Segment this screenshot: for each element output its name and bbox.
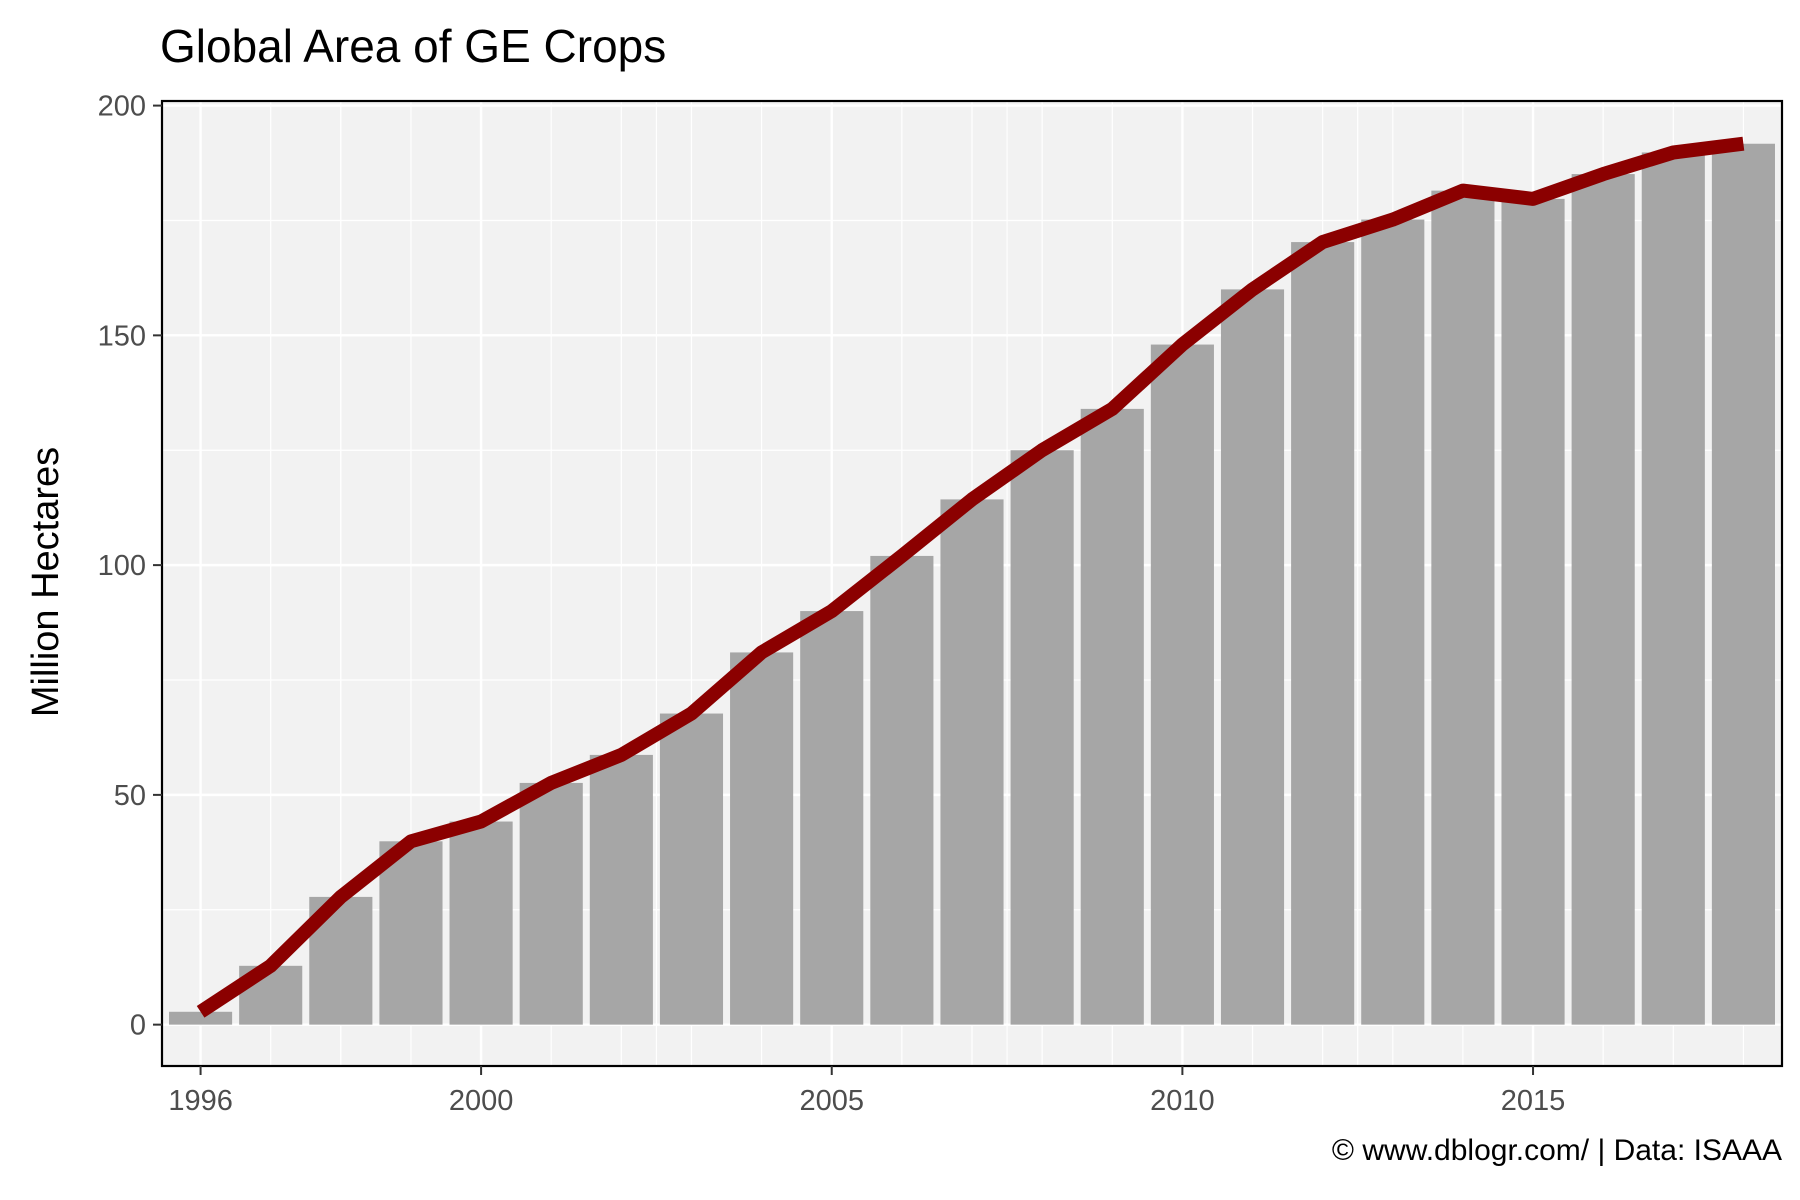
bar-2006 <box>870 555 934 1025</box>
bar-2000 <box>449 821 513 1025</box>
y-tick-label: 0 <box>130 1010 146 1042</box>
bars <box>169 143 1775 1025</box>
bar-2007 <box>940 499 1004 1025</box>
chart-title: Global Area of GE Crops <box>160 20 666 72</box>
bar-2003 <box>659 713 724 1025</box>
x-tick-label: 1996 <box>168 1085 233 1117</box>
bar-2010 <box>1150 344 1214 1025</box>
bar-2015 <box>1501 198 1565 1025</box>
y-axis-label: Million Hectares <box>25 447 67 717</box>
bar-1999 <box>379 841 443 1025</box>
y-tick-label: 150 <box>98 320 146 352</box>
y-tick-label: 200 <box>98 91 146 123</box>
bar-2002 <box>589 754 653 1025</box>
bar-2012 <box>1291 242 1355 1025</box>
bar-2013 <box>1361 219 1425 1025</box>
bar-2004 <box>730 652 794 1025</box>
y-tick-label: 50 <box>114 780 146 812</box>
x-tick-label: 2000 <box>449 1085 514 1117</box>
bar-2018 <box>1711 143 1775 1025</box>
y-tick-label: 100 <box>98 550 146 582</box>
y-axis: 0 50 100 150 200 <box>98 91 162 1042</box>
bar-2016 <box>1571 174 1635 1025</box>
trend-line <box>196 136 1745 1018</box>
x-tick-label: 2005 <box>799 1085 864 1117</box>
source-caption: © www.dblogr.com/ | Data: ISAAA <box>1332 1134 1782 1167</box>
plot-border <box>160 99 1784 1068</box>
bar-1996 <box>169 1011 233 1025</box>
bar-2017 <box>1641 152 1705 1025</box>
bar-2001 <box>519 782 583 1025</box>
bar-2008 <box>1010 450 1074 1025</box>
bar-2009 <box>1080 408 1144 1025</box>
x-tick-label: 2015 <box>1501 1085 1566 1117</box>
bar-2005 <box>800 611 864 1025</box>
x-tick-label: 2010 <box>1150 1085 1215 1117</box>
bar-2011 <box>1220 289 1285 1025</box>
x-axis: 1996 2000 2005 2010 2015 <box>168 1066 1565 1117</box>
bar-2014 <box>1431 190 1495 1025</box>
